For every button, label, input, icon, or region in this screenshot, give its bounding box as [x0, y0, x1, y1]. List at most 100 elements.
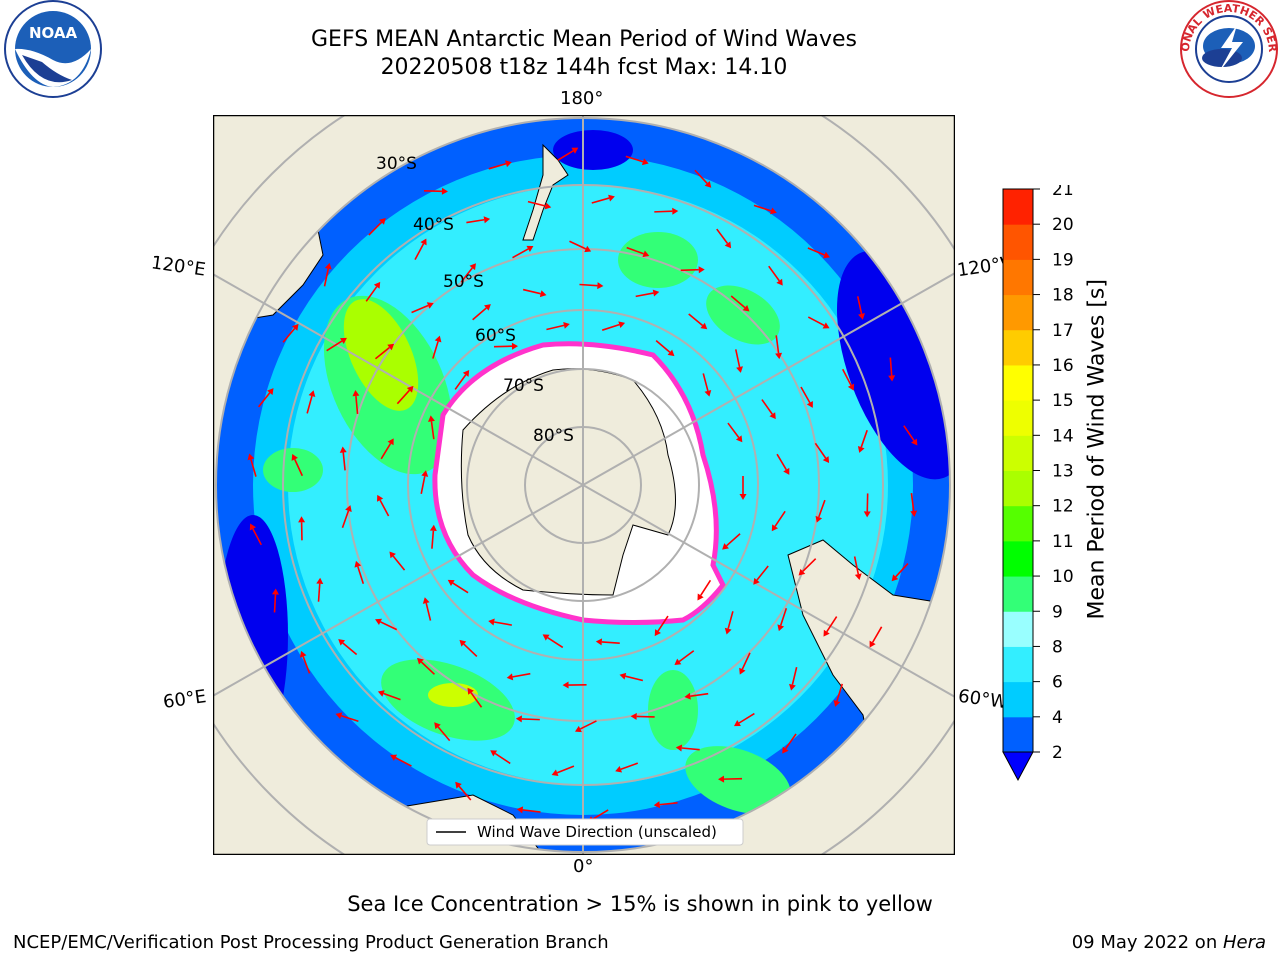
- lat-label-40s: 40°S: [413, 215, 454, 235]
- legend-label: Wind Wave Direction (unscaled): [477, 823, 717, 841]
- colorbar-tick-label: 8: [1052, 637, 1063, 657]
- colorbar-band: [1003, 435, 1033, 471]
- wind-wave-arrow: [546, 321, 570, 331]
- wind-wave-arrow: [716, 228, 732, 249]
- wind-wave-arrow: [888, 357, 896, 382]
- colorbar-tick-label: 9: [1052, 602, 1063, 622]
- wind-wave-arrow: [488, 618, 513, 626]
- wind-wave-arrow: [377, 690, 401, 701]
- wind-wave-arrow: [815, 499, 826, 523]
- colorbar-band: [1003, 611, 1033, 647]
- wind-wave-arrow: [574, 720, 597, 733]
- wind-wave-arrow: [316, 577, 324, 602]
- colorbar-tick-label: 11: [1052, 532, 1074, 552]
- wind-wave-arrow: [522, 288, 547, 298]
- wind-wave-arrow: [863, 493, 871, 518]
- colorbar-band: [1003, 364, 1033, 401]
- lat-label-30s: 30°S: [376, 154, 417, 174]
- wind-wave-arrow: [326, 337, 347, 352]
- colorbar-tick-label: 12: [1052, 497, 1074, 517]
- wind-wave-arrow: [389, 551, 406, 571]
- colorbar-band: [1003, 470, 1033, 507]
- wind-wave-arrow: [730, 295, 750, 312]
- wind-wave-arrow: [842, 368, 855, 391]
- colorbar-band: [1003, 681, 1033, 718]
- colorbar-band: [1003, 576, 1033, 612]
- wind-wave-arrow: [551, 765, 575, 777]
- wind-wave-arrow: [739, 652, 751, 675]
- wind-wave-arrow: [800, 386, 813, 408]
- wind-wave-arrow: [697, 579, 712, 601]
- wind-wave-arrow: [515, 715, 540, 723]
- wind-wave-arrow: [298, 516, 306, 541]
- wind-wave-arrow: [675, 744, 700, 752]
- lon-label-0: 0°: [573, 856, 594, 877]
- wind-wave-arrow: [375, 618, 398, 631]
- wind-wave-arrow: [833, 683, 844, 707]
- wind-wave-arrow: [414, 238, 427, 261]
- wind-wave-arrow: [422, 597, 432, 621]
- wind-wave-arrow: [432, 335, 442, 359]
- polar-map: 30°S 40°S 50°S 60°S 70°S 80°S Wind Wave …: [213, 115, 955, 855]
- wind-wave-arrow: [776, 453, 790, 475]
- wind-wave-arrow: [306, 390, 316, 414]
- colorbar-tick-label: 16: [1052, 356, 1074, 376]
- wind-wave-arrow: [724, 611, 734, 635]
- wind-wave-arrow: [247, 453, 257, 477]
- wind-wave-arrow: [775, 335, 783, 360]
- wind-wave-arrow: [380, 438, 394, 460]
- national-weather-service-logo-icon: NATIONAL WEATHER SERVICE: [1177, 0, 1279, 98]
- wind-wave-arrow: [654, 615, 669, 637]
- wind-wave-arrow: [718, 775, 743, 783]
- colorbar-tick-label: 15: [1052, 391, 1074, 411]
- wind-wave-arrow: [674, 650, 695, 666]
- wind-wave-arrow: [856, 296, 865, 320]
- wind-wave-arrow: [335, 712, 359, 723]
- lat-label-60s: 60°S: [475, 326, 516, 346]
- colorbar-band: [1003, 505, 1033, 542]
- colorbar-band: [1003, 716, 1033, 753]
- wind-wave-arrow: [823, 616, 838, 637]
- lon-label-120e: 120°E: [149, 252, 207, 281]
- wind-wave-arrow: [789, 667, 798, 691]
- wind-wave-arrow: [354, 560, 365, 584]
- wind-wave-arrow: [579, 282, 604, 290]
- wind-wave-arrow: [460, 263, 476, 283]
- wind-wave-arrow: [625, 155, 649, 166]
- wind-wave-arrow: [542, 634, 564, 649]
- wind-wave-arrow: [516, 806, 541, 814]
- wind-wave-arrow: [377, 494, 390, 517]
- colorbar: 2 4 6 8 9 10 11 12 13 14 15 16 17 18 19 20 21: [1002, 185, 1074, 782]
- noaa-logo-icon: NOAA: [4, 0, 102, 98]
- wind-wave-arrow: [807, 247, 831, 259]
- wind-wave-arrow: [857, 429, 868, 453]
- wind-wave-arrow: [420, 470, 429, 494]
- colorbar-band: [1003, 189, 1033, 225]
- wind-wave-arrow: [527, 200, 552, 210]
- wind-wave-arrow: [694, 169, 712, 188]
- lon-label-180: 180°: [560, 88, 604, 109]
- run-date-text: 09 May 2022 on: [1071, 932, 1223, 953]
- wind-wave-arrow: [429, 524, 437, 549]
- wind-wave-arrow: [761, 399, 776, 420]
- wind-wave-arrow: [910, 493, 918, 517]
- wind-wave-arrow: [341, 505, 352, 529]
- wind-wave-arrow: [427, 415, 435, 440]
- sea-ice-note: Sea Ice Concentration > 15% is shown in …: [347, 892, 933, 916]
- colorbar-tick-label: 14: [1052, 426, 1074, 446]
- colorbar-band: [1003, 540, 1033, 577]
- wind-wave-arrow: [249, 523, 262, 546]
- wind-wave-arrow: [630, 712, 655, 720]
- wind-wave-arrow: [734, 349, 743, 373]
- lat-label-70s: 70°S: [503, 376, 544, 396]
- wind-wave-arrow: [352, 390, 360, 414]
- colorbar-tick-label: 2: [1052, 743, 1063, 763]
- wind-wave-arrow: [798, 558, 817, 576]
- colorbar-band: [1003, 329, 1033, 366]
- colorbar-band: [1003, 646, 1033, 683]
- colorbar-tick-label: 13: [1052, 462, 1074, 482]
- wind-wave-arrow: [562, 681, 587, 689]
- wind-wave-arrow: [423, 187, 448, 195]
- graticule: [213, 115, 955, 855]
- wind-wave-arrow: [814, 442, 830, 464]
